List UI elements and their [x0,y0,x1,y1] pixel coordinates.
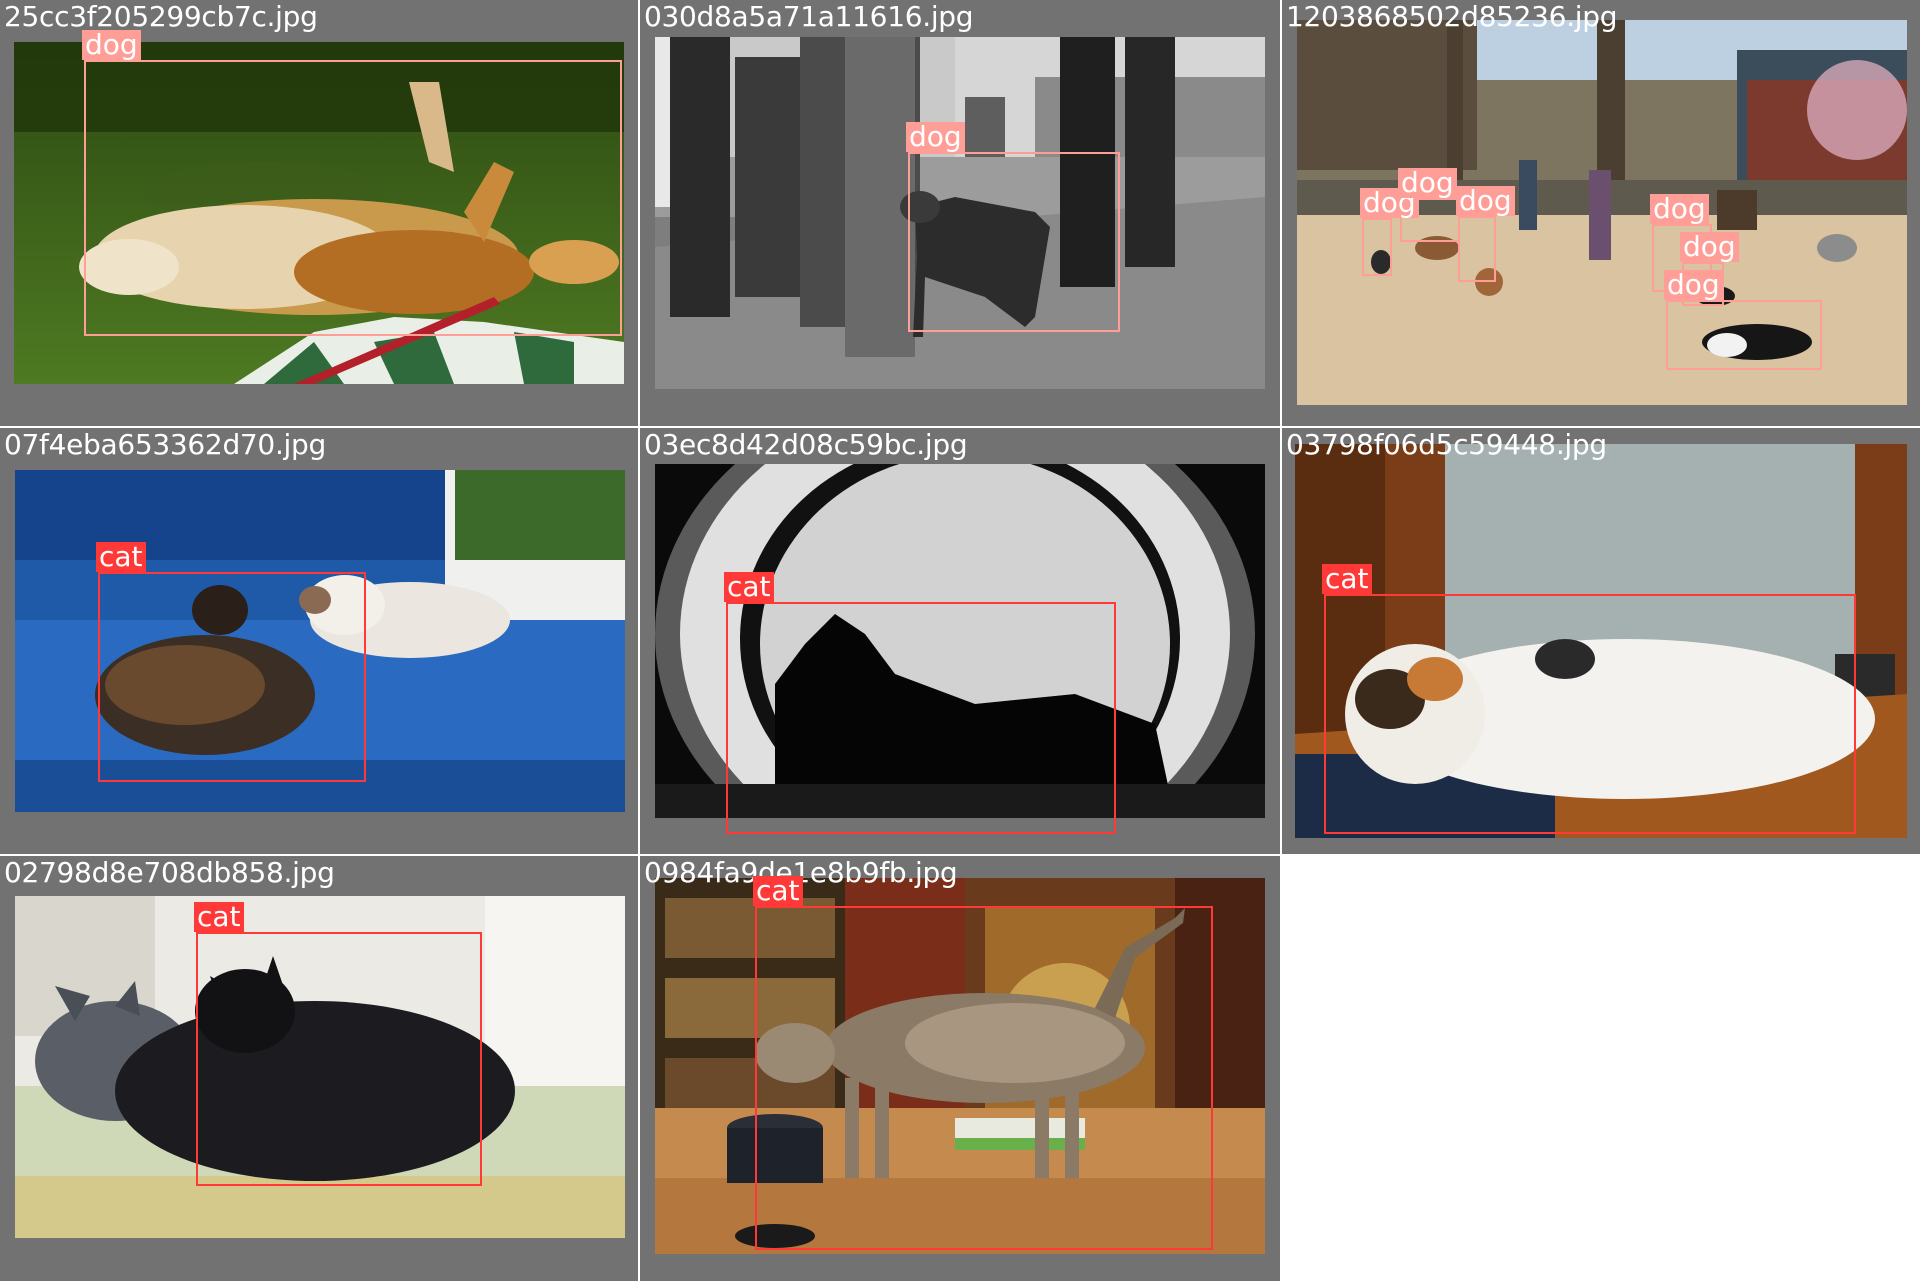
bounding-box [1362,218,1392,276]
detection-label: dog [1360,188,1419,218]
image-tile[interactable]: cat 02798d8e708db858.jpg [0,856,638,1281]
photo-cats-sleeping [15,896,625,1238]
bounding-box [755,906,1213,1250]
detection-label: cat [194,902,244,932]
image-tile[interactable]: cat 07f4eba653362d70.jpg [0,428,638,854]
bounding-box [726,602,1116,834]
detection-label: cat [753,876,803,906]
detection-label: dog [1398,168,1457,198]
detection-label: dog [1680,232,1739,262]
image-tile[interactable]: cat 03798f06d5c59448.jpg [1282,428,1920,854]
photo-cats-blue-bench [15,470,625,812]
bounding-box [196,932,482,1186]
bounding-box [98,572,366,782]
filename-label: 07f4eba653362d70.jpg [4,428,326,461]
detection-label: dog [82,30,141,60]
filename-label: 02798d8e708db858.jpg [4,856,335,889]
photo-cat-on-boat [1295,444,1907,838]
detection-label: dog [1456,186,1515,216]
image-tile[interactable]: cat 03ec8d42d08c59bc.jpg [640,428,1280,854]
filename-label: 1203868502d85236.jpg [1286,0,1618,33]
bounding-box [84,60,622,336]
bounding-box [908,152,1120,332]
bounding-box [1324,594,1856,834]
bounding-box [1666,300,1822,370]
photo-dog-on-grass [14,42,624,384]
image-tile[interactable]: dog dog dog dog dog dog 1203868502d85236.jpg [1282,0,1920,426]
photo-cat-porthole-bw [655,464,1265,818]
detection-label: dog [1664,270,1723,300]
bounding-box [1458,216,1496,282]
image-tile[interactable]: dog 25cc3f205299cb7c.jpg [0,0,638,426]
image-tile[interactable]: dog 030d8a5a71a11616.jpg [640,0,1280,426]
filename-label: 03798f06d5c59448.jpg [1286,428,1607,461]
image-tile[interactable]: cat 0984fa9de1e8b9fb.jpg [640,856,1280,1281]
filename-label: 03ec8d42d08c59bc.jpg [644,428,968,461]
detection-label: dog [906,122,965,152]
detection-label: cat [724,572,774,602]
detection-label: cat [96,542,146,572]
filename-label: 25cc3f205299cb7c.jpg [4,0,318,33]
filename-label: 030d8a5a71a11616.jpg [644,0,974,33]
detection-label: cat [1322,564,1372,594]
detection-label: dog [1650,194,1709,224]
